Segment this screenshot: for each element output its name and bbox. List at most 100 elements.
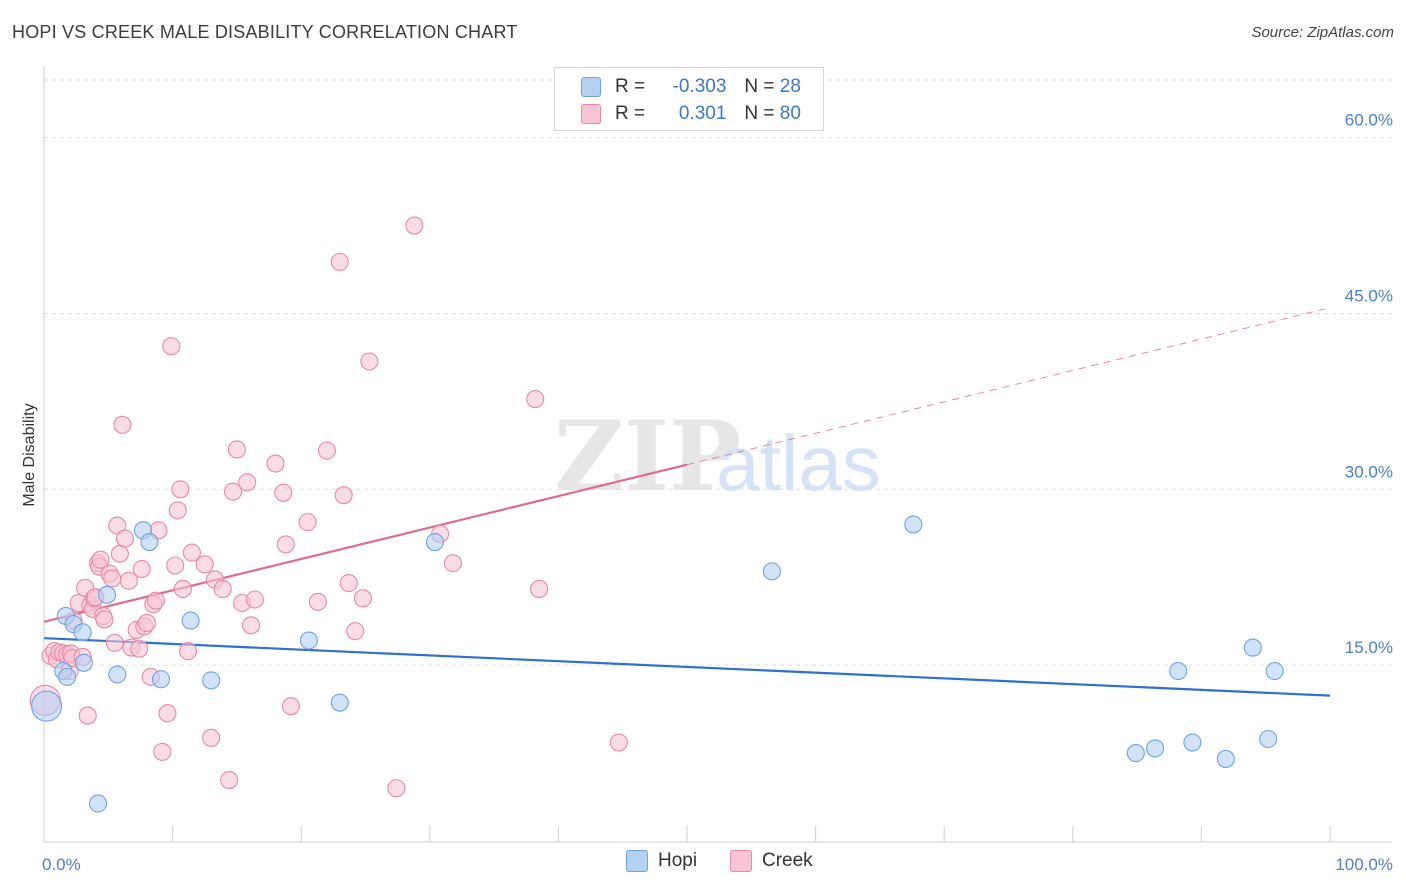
r-value: -0.303 [672,76,727,97]
creek-point [281,697,300,716]
creek-legend-label: Creek [762,850,813,871]
chart-source: Source: ZipAtlas.com [1251,24,1394,41]
creek-point [162,337,181,356]
creek-point [119,571,138,590]
creek-point [223,482,243,501]
n-label: N = [744,76,775,97]
creek-point [105,633,124,652]
hopi-point [108,665,127,684]
creek-point [609,733,628,752]
n-value: 80 [779,103,801,124]
r-label: R = [615,76,646,97]
creek-point [360,352,379,371]
watermark-zip: ZIP [554,400,741,513]
hopi-point [202,671,221,690]
watermark-atlas: atlas [716,419,881,507]
creek-point [171,480,190,499]
creek-point [530,579,549,599]
hopi-point [330,693,349,712]
creek-point [274,483,293,502]
creek-point [241,616,261,635]
n-label: N = [744,103,775,124]
creek-point [137,613,156,633]
creek-point [334,486,353,505]
hopi-point [181,611,200,630]
creek-point [110,544,129,563]
creek-point [173,579,192,599]
r-label: R = [615,103,646,124]
creek-point [330,252,349,271]
creek-point [238,473,257,492]
hopi-point [97,585,117,604]
creek-point [166,556,185,575]
creek-point [220,770,239,790]
creek-point [130,639,149,658]
creek-point [339,574,358,593]
creek-point [95,610,114,629]
hopi-point [74,653,93,672]
grid-lines [44,79,1392,666]
creek-point [158,704,177,723]
hopi-point [31,690,63,722]
creek-point [266,454,285,473]
creek-point [317,441,336,460]
hopi-swatch [581,77,601,97]
creek-point [387,779,406,798]
x-tick-label: 0.0% [42,855,81,874]
creek-point [443,554,462,573]
creek-point [245,590,264,609]
hopi-legend-label: Hopi [658,850,698,871]
creek-point [195,555,214,574]
creek-point [78,706,97,725]
creek-point [276,535,295,554]
hopi-point [1146,739,1165,758]
creek-point [153,742,172,761]
hopi-point [904,515,923,534]
chart-title: HOPI VS CREEK MALE DISABILITY CORRELATIO… [12,22,518,42]
creek-legend-swatch [730,850,752,872]
creek-point [353,589,372,608]
legend-row-hopi: R = -0.303 N = 28 [581,74,801,100]
creek-point [308,592,327,611]
hopi-point [140,533,159,552]
n-value: 28 [779,76,801,97]
creek-point [103,569,122,588]
tick-labels: 15.0% 30.0% 45.0% 60.0% 0.0% 100.0% [42,111,1393,874]
creek-point [113,415,132,434]
y-tick-label: 45.0% [1345,286,1393,305]
correlation-legend: R = -0.303 N = 28 R = 0.301 N = 80 [554,67,824,131]
creek-point [405,216,424,235]
hopi-point [1183,733,1202,752]
hopi-point [73,623,92,642]
creek-point [168,501,187,520]
hopi-point [1126,744,1145,763]
y-tick-label: 15.0% [1345,638,1393,657]
hopi-point [1259,729,1278,749]
creek-point [526,389,545,409]
y-tick-label: 30.0% [1345,462,1393,481]
hopi-point [1216,749,1235,768]
creek-swatch [581,104,601,124]
creek-point [132,559,151,579]
data-points [29,216,1284,813]
hopi-point [1265,661,1284,681]
creek-point [182,543,201,562]
trend-extension-creek [686,307,1331,466]
hopi-point [425,533,444,552]
trend-line-hopi [43,637,1331,697]
creek-point [298,513,317,532]
hopi-point [151,670,171,689]
creek-point [227,440,246,459]
creek-point [146,591,165,610]
hopi-point [1243,638,1262,657]
creek-point [91,550,110,569]
legend-row-creek: R = 0.301 N = 80 [581,101,801,127]
legend-item-creek: Creek [730,850,813,872]
hopi-point [762,562,781,581]
y-tick-label: 60.0% [1345,111,1393,130]
hopi-point [299,631,318,650]
hopi-point [1169,661,1188,681]
creek-point [202,728,221,747]
r-value: 0.301 [678,103,727,124]
